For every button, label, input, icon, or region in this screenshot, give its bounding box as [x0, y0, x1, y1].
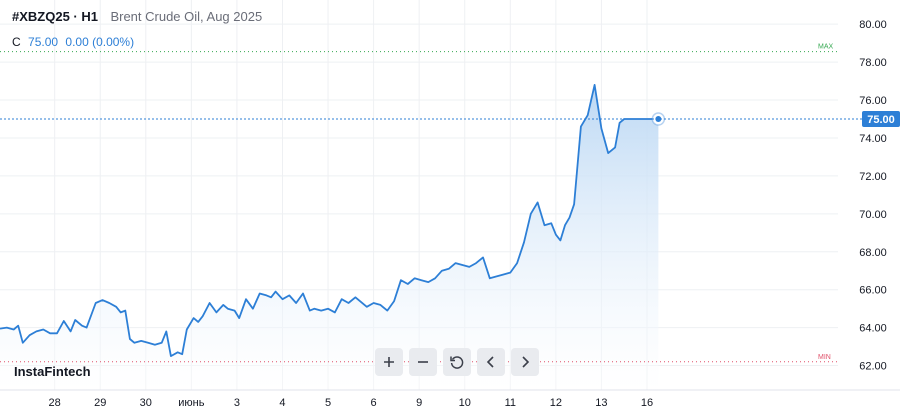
brand-logo-text: InstaFintech — [14, 364, 91, 379]
price-line — [0, 84, 659, 357]
price-tick-label: 78.00 — [859, 57, 887, 69]
price-tick-label: 68.00 — [859, 247, 887, 259]
min-level-label: MIN — [818, 354, 831, 361]
time-tick-label: 28 — [49, 397, 61, 409]
last-point — [655, 116, 662, 122]
time-tick-label: 30 — [140, 397, 152, 409]
close-label: C — [12, 34, 21, 49]
price-axis[interactable]: 62.00 64.00 66.00 68.00 70.00 72.00 74.00 76.00… — [859, 19, 900, 373]
time-tick-label: 12 — [550, 397, 562, 409]
current-price-badge — [862, 111, 900, 127]
symbol-title: #XBZQ25 · H1 — [12, 9, 98, 24]
time-tick-label: 11 — [505, 397, 516, 409]
plus-icon — [384, 357, 394, 367]
price-area — [0, 84, 666, 391]
current-price-label: 75.00 — [867, 114, 895, 126]
zoom-out-button[interactable] — [409, 348, 437, 376]
price-tick-label: 74.00 — [859, 133, 887, 145]
reset-button[interactable] — [443, 348, 471, 376]
time-tick-label: 29 — [94, 397, 106, 409]
time-axis[interactable]: 28 29 30 июнь 3 4 5 6 9 10 11 12 13 16 — [0, 389, 900, 409]
price-tick-label: 62.00 — [859, 361, 887, 373]
price-tick-label: 64.00 — [859, 323, 887, 335]
time-tick-label: 6 — [371, 397, 377, 409]
time-tick-label: 9 — [416, 397, 422, 409]
time-tick-label: 10 — [459, 397, 471, 409]
ohlc-readout: C 75.00 0.00 (0.00%) — [12, 34, 262, 50]
price-tick-label: 80.00 — [859, 19, 887, 31]
time-tick-label: 13 — [595, 397, 607, 409]
time-tick-label: 4 — [279, 397, 285, 409]
price-tick-label: 76.00 — [859, 95, 887, 107]
close-value: 75.00 — [28, 34, 59, 49]
time-tick-label: 16 — [641, 397, 653, 409]
chart-toolbar — [375, 348, 539, 376]
chevron-right-icon — [522, 356, 530, 368]
chart-legend: #XBZQ25 · H1 Brent Crude Oil, Aug 2025 C… — [12, 6, 262, 50]
price-tick-label: 70.00 — [859, 209, 887, 221]
instrument-description: Brent Crude Oil, Aug 2025 — [110, 9, 263, 24]
area-fill — [0, 84, 659, 391]
price-tick-label: 72.00 — [859, 171, 887, 183]
reset-icon — [450, 356, 464, 369]
zoom-in-button[interactable] — [375, 348, 403, 376]
scroll-right-button[interactable] — [511, 348, 539, 376]
change-value: 0.00 (0.00%) — [65, 34, 135, 49]
time-tick-label: 5 — [325, 397, 331, 409]
chevron-left-icon — [486, 356, 494, 368]
time-tick-label: июнь — [178, 397, 204, 409]
levels: MAX MIN — [0, 44, 862, 363]
price-tick-label: 66.00 — [859, 285, 887, 297]
max-level-label: MAX — [818, 44, 834, 51]
minus-icon — [418, 361, 428, 363]
time-tick-label: 3 — [234, 397, 240, 409]
scroll-left-button[interactable] — [477, 348, 505, 376]
